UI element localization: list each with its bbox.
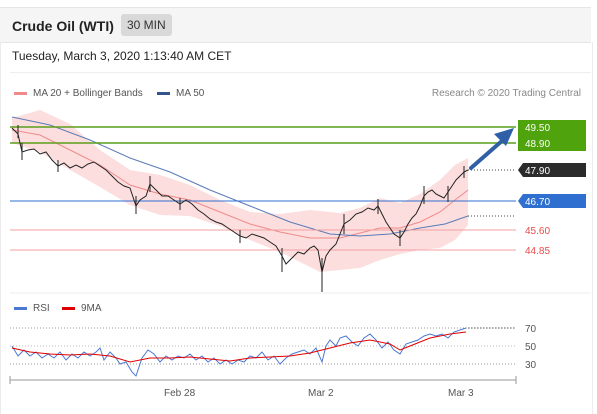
rsi-tick-30: 30 [525, 360, 537, 371]
rsi-9ma-line [11, 331, 467, 363]
rsi-tick-50: 50 [525, 342, 537, 353]
price-series [11, 127, 469, 273]
label-last-bg [518, 163, 586, 177]
legend-9ma-swatch [62, 307, 75, 310]
legend-ma50-label: MA 50 [176, 88, 205, 99]
legend-rsi: RSI [14, 303, 50, 314]
legend-ma50: MA 50 [157, 88, 204, 99]
legend-rsi-swatch [14, 307, 27, 310]
legend-bollinger-swatch [14, 92, 27, 95]
legend-bollinger-label: MA 20 + Bollinger Bands [33, 88, 143, 99]
label-s1: 45.60 [525, 226, 550, 237]
instrument-title: Crude Oil (WTI) [12, 18, 114, 34]
candle-wicks [17, 125, 465, 292]
timeframe-badge[interactable]: 30 MIN [121, 14, 172, 36]
chart-panel [0, 42, 593, 414]
rsi-line [11, 327, 467, 377]
label-r2-bg [518, 120, 586, 136]
ma20-line [11, 129, 469, 239]
label-r2: 49.50 [525, 123, 550, 134]
x-label-mar2: Mar 2 [308, 388, 334, 399]
research-credit: Research © 2020 Trading Central [431, 88, 581, 99]
label-pivot-bg [518, 194, 586, 208]
label-last: 47.90 [525, 166, 550, 177]
divider [10, 72, 591, 73]
chart-datetime: Tuesday, March 3, 2020 1:13:40 AM CET [12, 49, 232, 63]
projection-arrow-shaft [469, 138, 505, 170]
label-s2: 44.85 [525, 246, 550, 257]
label-pivot: 46.70 [525, 197, 550, 208]
bollinger-band [12, 110, 468, 272]
legend-rsi-label: RSI [33, 303, 50, 314]
legend-ma50-swatch [157, 92, 170, 95]
legend-bollinger: MA 20 + Bollinger Bands [14, 88, 143, 99]
chart-header: Crude Oil (WTI) 30 MIN [0, 7, 591, 43]
legend-9ma: 9MA [62, 303, 102, 314]
label-r1: 48.90 [525, 139, 550, 150]
legend-9ma-label: 9MA [81, 303, 102, 314]
rsi-tick-70: 70 [525, 324, 537, 335]
projection-arrow-head [494, 128, 514, 146]
label-r1-bg [518, 136, 586, 151]
x-label-feb28: Feb 28 [164, 388, 196, 399]
x-label-mar3: Mar 3 [448, 388, 474, 399]
